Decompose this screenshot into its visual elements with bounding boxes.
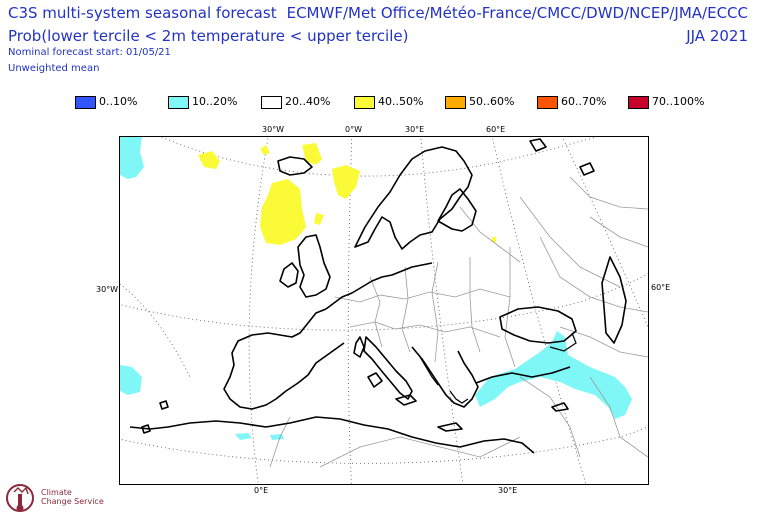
- centres-text: ECMWF/Met Office/Météo-France/CMCC/DWD/N…: [286, 4, 748, 22]
- logo-text: Climate Change Service: [41, 488, 104, 506]
- graticule: [120, 137, 648, 484]
- patch-yellow-7: [492, 237, 496, 242]
- legend-label: 0..10%: [99, 95, 138, 108]
- coast-detail: [419, 332, 577, 404]
- legend-label: 10..20%: [192, 95, 238, 108]
- patch-yellow-3: [302, 143, 322, 165]
- legend-label: 60..70%: [561, 95, 607, 108]
- probability-patches: [120, 137, 632, 440]
- europe-probability-map: [119, 136, 649, 485]
- copernicus-logo: Climate Change Service: [4, 478, 114, 518]
- legend-swatch: [628, 96, 649, 109]
- country-borders: [269, 176, 648, 468]
- patch-yellow-5: [260, 179, 306, 245]
- legend-swatch: [445, 96, 466, 109]
- patch-cyan-east-med: [475, 331, 632, 419]
- forecast-start-text: Nominal forecast start: 01/05/21: [8, 47, 171, 58]
- graticule-label-0e-bottom: 0°E: [254, 486, 269, 495]
- patch-yellow-6: [314, 213, 324, 225]
- season-text: JJA 2021: [686, 27, 748, 45]
- legend-swatch: [537, 96, 558, 109]
- coastlines: [129, 138, 627, 454]
- graticule-label-30w-top: 30°W: [262, 125, 285, 134]
- legend-label: 50..60%: [469, 95, 515, 108]
- patch-yellow-4: [332, 165, 360, 199]
- patch-cyan-med2: [270, 434, 284, 440]
- graticule-label-60e-top: 60°E: [486, 125, 506, 134]
- patch-cyan-w: [120, 365, 142, 395]
- climate-service-icon: [6, 484, 34, 512]
- graticule-label-left: 30°W: [96, 285, 119, 294]
- graticule-label-30e-top: 30°E: [405, 125, 425, 134]
- map-canvas: [120, 137, 648, 484]
- logo-text-line2: Change Service: [41, 497, 104, 506]
- legend-swatch: [168, 96, 189, 109]
- patch-cyan-med: [235, 433, 252, 440]
- patch-cyan-nw: [120, 137, 144, 179]
- legend-label: 40..50%: [378, 95, 424, 108]
- patch-yellow-2: [260, 145, 270, 155]
- chart-title: C3S multi-system seasonal forecast: [8, 4, 277, 22]
- legend-label: 20..40%: [285, 95, 331, 108]
- graticule-label-right: 60°E: [651, 283, 671, 292]
- patch-yellow-1: [198, 151, 220, 169]
- logo-text-line1: Climate: [41, 488, 72, 497]
- legend-swatch: [75, 96, 96, 109]
- mean-type-text: Unweighted mean: [8, 63, 100, 74]
- chart-subtitle: Prob(lower tercile < 2m temperature < up…: [8, 27, 409, 45]
- legend-label: 70..100%: [652, 95, 705, 108]
- graticule-label-30e-bottom: 30°E: [498, 486, 518, 495]
- graticule-label-0w-top: 0°W: [345, 125, 362, 134]
- legend-swatch: [261, 96, 282, 109]
- legend-swatch: [354, 96, 375, 109]
